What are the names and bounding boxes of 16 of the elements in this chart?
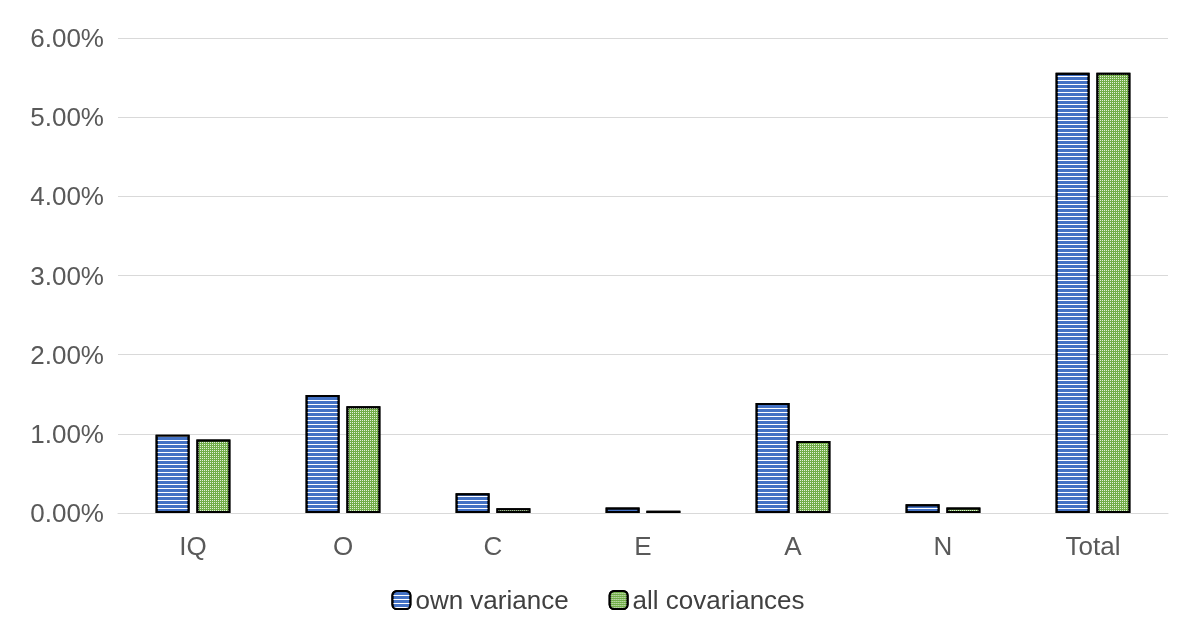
x-tick-label: C bbox=[483, 531, 503, 561]
x-tick-label: A bbox=[784, 531, 803, 561]
x-tick-label: N bbox=[933, 531, 953, 561]
y-tick-label: 6.00% bbox=[30, 23, 104, 53]
y-tick-label: 1.00% bbox=[30, 418, 104, 449]
x-tick-label: O bbox=[332, 531, 354, 561]
legend-label: all covariances bbox=[632, 585, 805, 615]
y-tick-label: 0.00% bbox=[30, 498, 104, 528]
y-tick-label: 3.00% bbox=[30, 260, 104, 291]
x-tick-label: IQ bbox=[179, 531, 207, 561]
x-tick-label: Total bbox=[1065, 531, 1121, 561]
y-tick-label: 5.00% bbox=[30, 102, 104, 133]
y-tick-label: 2.00% bbox=[30, 339, 104, 370]
legend-label: own variance bbox=[415, 585, 569, 615]
y-tick-label: 4.00% bbox=[30, 181, 104, 212]
x-tick-label: E bbox=[634, 531, 652, 561]
